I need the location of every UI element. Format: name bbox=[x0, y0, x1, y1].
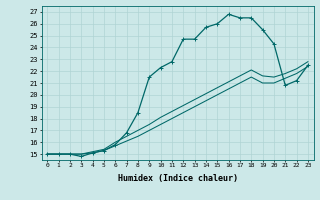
X-axis label: Humidex (Indice chaleur): Humidex (Indice chaleur) bbox=[118, 174, 237, 183]
